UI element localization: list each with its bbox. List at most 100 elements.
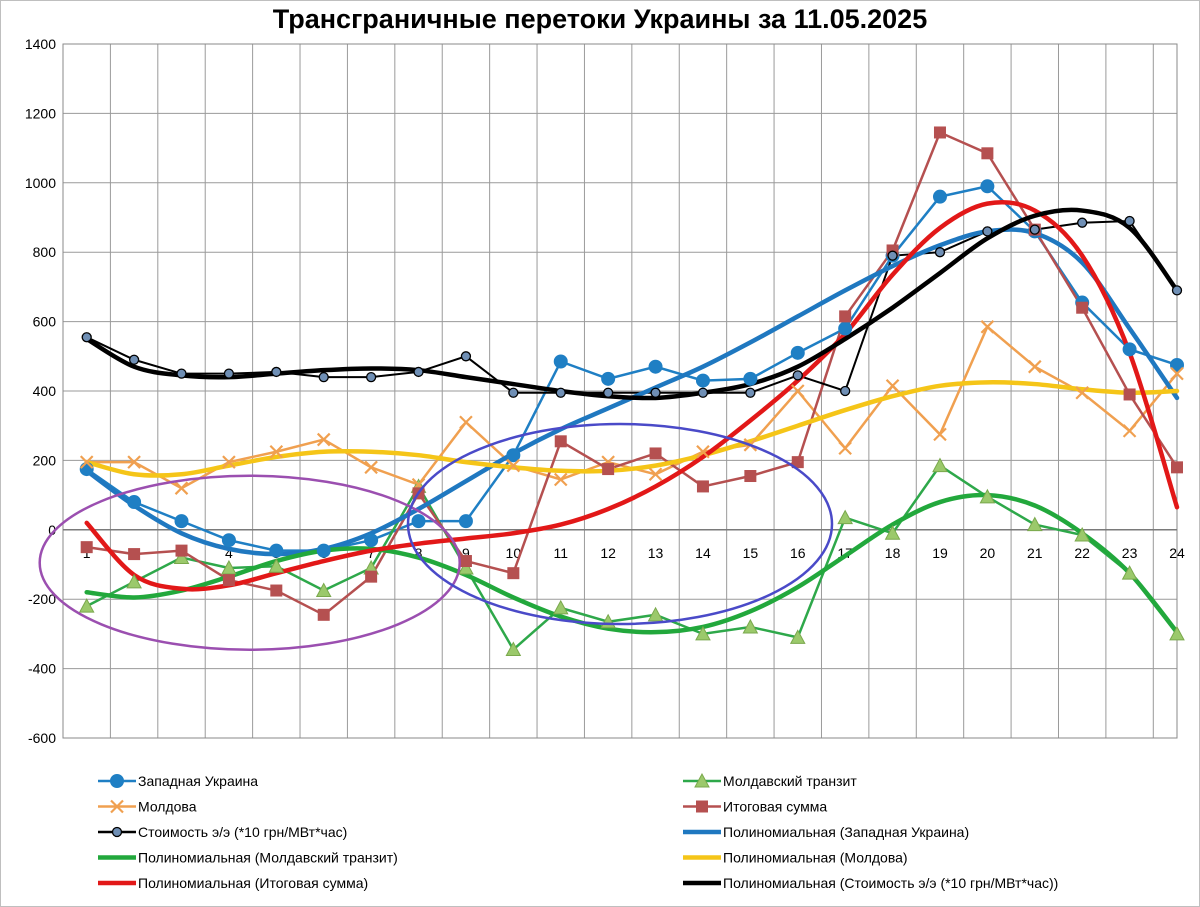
data-point: [932, 189, 947, 204]
data-point: [79, 462, 94, 477]
data-point: [647, 606, 664, 622]
data-point: [315, 582, 332, 598]
data-point: [1170, 357, 1184, 372]
data-point: [697, 387, 709, 398]
data-point: [696, 444, 710, 459]
annotations: [38, 422, 834, 652]
data-point: [316, 543, 331, 558]
data-point: [981, 147, 994, 160]
data-point: [790, 345, 805, 360]
data-point: [744, 470, 757, 483]
legend-item: Итоговая сумма: [683, 799, 827, 815]
y-tick-label: 1400: [25, 36, 56, 52]
x-tick-label: 18: [885, 545, 901, 561]
data-point: [554, 435, 567, 448]
data-point: [1169, 625, 1185, 641]
data-point: [932, 457, 948, 473]
data-point: [365, 371, 377, 383]
data-point: [413, 366, 424, 378]
data-point: [885, 379, 900, 393]
legend-item: Стоимость э/э (*10 грн/МВт*час): [98, 824, 347, 840]
data-point: [553, 354, 568, 369]
data-point: [743, 371, 758, 386]
data-point: [269, 543, 284, 558]
data-point: [980, 179, 995, 194]
y-tick-label: 600: [33, 314, 57, 330]
data-point: [839, 310, 852, 323]
data-point: [1171, 461, 1183, 474]
legend-item: Полиномиальная (Стоимость э/э (*10 грн/М…: [683, 875, 1058, 891]
data-point: [840, 385, 851, 397]
data-point: [742, 618, 759, 634]
axes: -600-400-2000200400600800100012001400123…: [25, 36, 1185, 746]
legend-label: Полиномиальная (Стоимость э/э (*10 грн/М…: [723, 875, 1058, 891]
data-point: [695, 373, 710, 388]
data-point: [934, 247, 946, 258]
data-point: [648, 359, 663, 374]
data-point: [459, 415, 473, 430]
data-point: [1123, 388, 1136, 401]
data-point: [555, 387, 566, 398]
series-line: [86, 130, 1179, 617]
trend-line-2: [84, 380, 1180, 478]
data-point: [128, 354, 140, 365]
legend-swatch-marker: [111, 826, 123, 838]
legend-label: Западная Украина: [138, 773, 258, 789]
series-1: [86, 463, 1178, 652]
legend-item: Полиномиальная (Молдавский транзит): [98, 850, 398, 866]
legend: Западная Украина Молдавский транзит Молдов…: [98, 772, 1058, 891]
data-point: [222, 574, 235, 587]
data-point: [460, 351, 472, 362]
data-point: [602, 463, 615, 476]
data-point: [650, 387, 661, 398]
data-point: [505, 641, 522, 657]
data-point: [884, 525, 901, 540]
series-markers-2: [79, 320, 1184, 495]
data-point: [1076, 301, 1089, 314]
data-point: [791, 456, 804, 469]
x-tick-label: 22: [1074, 545, 1090, 561]
x-tick-label: 4: [225, 545, 233, 561]
data-point: [1122, 424, 1137, 438]
x-tick-label: 23: [1122, 545, 1138, 561]
y-tick-label: 1000: [25, 175, 56, 191]
series-markers-0: [79, 179, 1184, 558]
x-tick-label: 13: [648, 545, 664, 561]
data-point: [364, 533, 379, 548]
data-point: [1077, 217, 1088, 228]
data-point: [79, 455, 94, 469]
series-markers-4: [81, 215, 1183, 398]
data-point: [411, 514, 426, 529]
data-point: [649, 447, 662, 460]
data-point: [1121, 565, 1138, 580]
legend-swatch-marker: [694, 772, 710, 788]
data-point: [601, 371, 616, 386]
y-tick-label: 800: [33, 244, 57, 260]
data-point: [602, 387, 614, 398]
data-point: [78, 598, 95, 613]
x-tick-label: 19: [932, 545, 948, 561]
legend-swatch-marker: [696, 800, 708, 813]
data-point: [81, 332, 92, 343]
data-point: [1026, 516, 1043, 532]
data-point: [173, 549, 190, 565]
data-point: [506, 458, 521, 473]
data-point: [128, 548, 141, 561]
data-point: [1170, 366, 1184, 381]
data-point: [221, 559, 237, 575]
data-point: [1074, 526, 1091, 542]
x-tick-label: 12: [600, 545, 616, 561]
data-point: [508, 387, 519, 398]
series-0: [85, 184, 1178, 552]
data-point: [1122, 342, 1137, 357]
series-markers-3: [80, 126, 1183, 621]
x-tick-label: 11: [553, 545, 568, 561]
data-point: [269, 444, 284, 459]
data-point: [459, 555, 472, 568]
data-point: [506, 448, 521, 463]
legend-label: Молдавский транзит: [723, 773, 857, 789]
data-point: [648, 467, 663, 482]
data-point: [365, 570, 378, 583]
y-tick-label: -600: [28, 730, 56, 746]
legend-swatch-marker: [110, 774, 124, 788]
